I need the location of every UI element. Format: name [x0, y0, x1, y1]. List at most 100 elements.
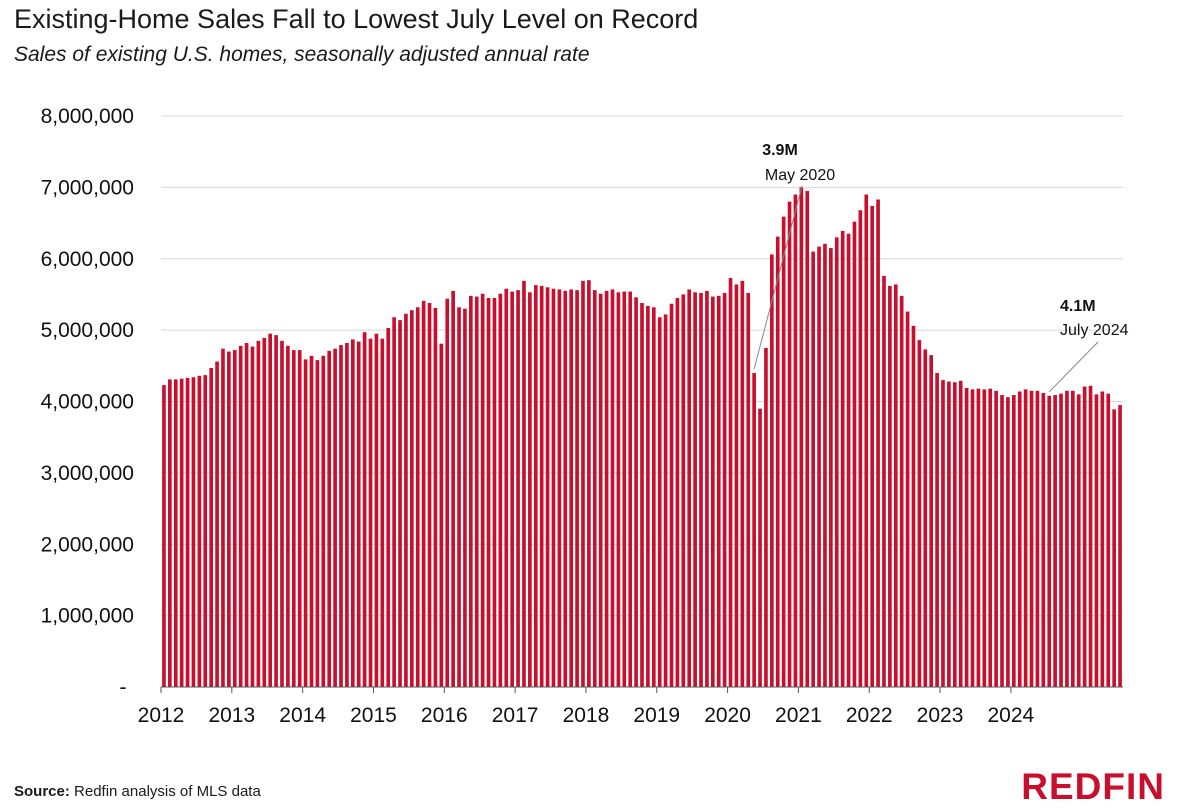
y-tick-label: 1,000,000 [41, 605, 134, 628]
source-note: Source: Redfin analysis of MLS data [14, 783, 261, 800]
bar [569, 289, 574, 687]
bar [486, 298, 491, 687]
bar [781, 216, 786, 688]
bar [504, 288, 509, 687]
bar [250, 346, 255, 687]
bar [291, 350, 296, 687]
bar [575, 290, 579, 687]
bar [882, 275, 886, 687]
bar [905, 311, 910, 687]
bar [1011, 395, 1016, 687]
bar [770, 254, 774, 687]
bar [274, 335, 278, 687]
bar [1053, 395, 1057, 687]
bar [628, 291, 633, 687]
bar [941, 380, 945, 687]
bar [994, 390, 998, 687]
bar [846, 233, 851, 688]
y-tick-label: 3,000,000 [41, 462, 134, 485]
bar [876, 199, 880, 688]
bar [168, 379, 172, 687]
x-tick-label: 2016 [421, 704, 468, 727]
chart-subtitle: Sales of existing U.S. homes, seasonally… [14, 43, 590, 66]
bar [651, 307, 656, 687]
bar [315, 360, 320, 687]
bar [297, 350, 302, 687]
bar [634, 297, 638, 687]
bar [227, 351, 231, 687]
bar [368, 338, 373, 687]
bar [309, 355, 314, 687]
bar [173, 379, 178, 687]
bar [646, 305, 650, 687]
bar [510, 291, 514, 687]
bar [203, 375, 208, 687]
bar [988, 388, 993, 687]
bar [480, 293, 485, 687]
annotation-leader [753, 185, 803, 370]
bar [362, 332, 367, 687]
bar [256, 340, 261, 687]
bar [333, 348, 337, 687]
bar [699, 293, 703, 687]
bar [663, 314, 668, 687]
x-tick-label: 2024 [988, 704, 1035, 727]
bar [852, 221, 857, 687]
bar [221, 348, 225, 687]
bar [917, 340, 922, 687]
bar [899, 295, 904, 687]
bar [457, 307, 461, 687]
bar [734, 284, 739, 687]
bar [823, 243, 827, 688]
source-text: Redfin analysis of MLS data [74, 783, 261, 800]
bar [445, 298, 450, 687]
bar [374, 333, 379, 687]
y-tick-label: 5,000,000 [41, 319, 134, 342]
bar [864, 194, 869, 687]
bar [716, 295, 721, 687]
bar [1035, 390, 1040, 687]
bar [1118, 405, 1122, 687]
bar [327, 350, 332, 687]
bar [1100, 391, 1105, 687]
bar [162, 385, 166, 687]
bar [539, 285, 544, 687]
x-tick-label: 2014 [279, 704, 326, 727]
bar [740, 280, 745, 687]
bar [268, 333, 273, 687]
bar [870, 205, 875, 687]
bar [321, 355, 326, 687]
bar [581, 280, 585, 687]
bar [817, 246, 821, 687]
bar [404, 313, 408, 687]
bar [280, 340, 284, 687]
bar [622, 291, 627, 687]
bar [492, 298, 497, 687]
bar [463, 308, 467, 687]
bar [888, 285, 892, 687]
bar [409, 310, 414, 687]
x-tick-label: 2021 [775, 704, 822, 727]
bar [498, 293, 503, 687]
bar [764, 347, 768, 687]
bar [339, 345, 343, 687]
bar [657, 317, 662, 687]
bar [469, 295, 473, 687]
bar [1088, 385, 1093, 687]
bar [286, 345, 290, 687]
bar [1112, 409, 1116, 687]
bar [398, 320, 402, 687]
bar [758, 408, 762, 687]
bar [592, 290, 597, 687]
bar [179, 378, 184, 687]
bar [722, 293, 727, 687]
bar [1076, 394, 1081, 687]
bar [1106, 393, 1111, 687]
x-tick-label: 2013 [208, 704, 255, 727]
bar [923, 349, 928, 687]
bar [640, 303, 644, 687]
redfin-logo: REDFIN [1021, 766, 1165, 807]
bar [893, 284, 898, 687]
bar [1017, 391, 1022, 687]
